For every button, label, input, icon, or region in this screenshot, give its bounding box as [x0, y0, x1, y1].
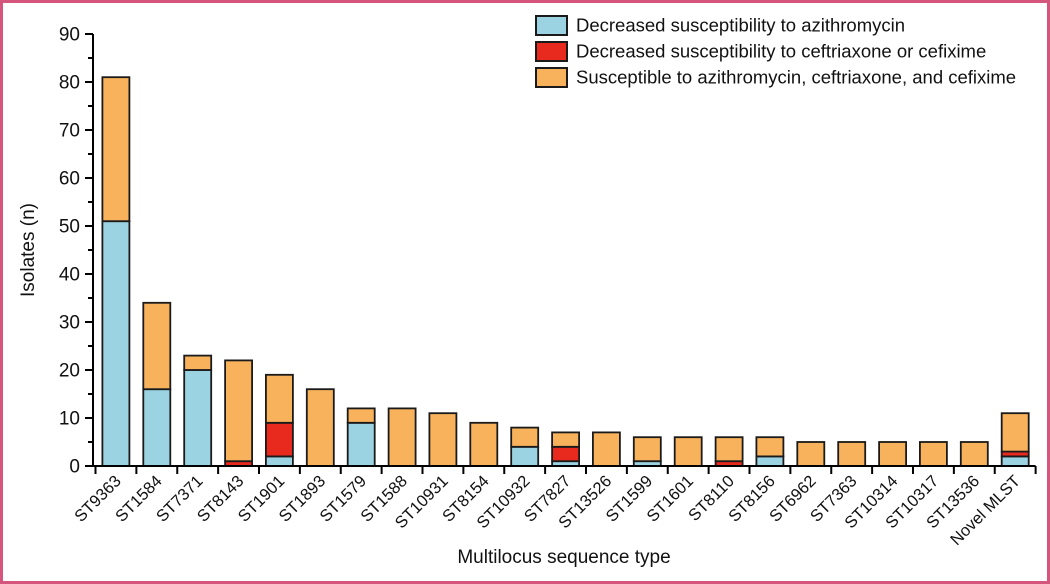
bar-segment-ST10932-s2	[510, 426, 540, 448]
y-axis-title: Isolates (n)	[18, 203, 39, 297]
bar-segment-ST1893-s2	[305, 388, 335, 467]
bar-segment-Novel MLST-s0	[1000, 455, 1030, 467]
legend-label-2: Susceptible to azithromycin, ceftriaxone…	[576, 67, 1016, 88]
bar-segment-ST9363-s2	[101, 76, 131, 223]
bar-segment-ST8156-s2	[755, 436, 785, 458]
legend-swatch-0	[535, 15, 568, 36]
bar-segment-ST8156-s0	[755, 455, 785, 467]
bar-segment-ST1901-s2	[264, 373, 294, 424]
x-tick-label: ST1601	[643, 472, 697, 526]
bar-segment-ST8154-s2	[469, 421, 499, 467]
bar-segment-ST1588-s2	[387, 407, 417, 467]
bar-segment-ST7371-s0	[183, 369, 213, 467]
bar-segment-ST10931-s2	[428, 412, 458, 467]
y-tick-label: 30	[59, 313, 80, 334]
bar-segment-ST9363-s0	[101, 220, 131, 467]
y-tick-label: 50	[59, 217, 80, 238]
bar-segment-ST10932-s0	[510, 445, 540, 467]
bar-segment-ST7827-s2	[551, 431, 580, 448]
y-tick-label: 10	[59, 409, 80, 430]
bar-segment-ST13536-s2	[959, 441, 989, 467]
bar-segment-Novel MLST-s2	[1000, 412, 1030, 453]
y-tick-label: 20	[59, 361, 80, 382]
y-tick-label: 90	[59, 25, 80, 46]
bar-segment-ST1584-s2	[142, 301, 172, 391]
bar-segment-ST8143-s2	[224, 359, 254, 463]
bar-segment-ST1901-s0	[264, 455, 294, 467]
bar-segment-ST1901-s1	[264, 421, 294, 458]
bar-segment-ST1579-s2	[346, 407, 376, 424]
legend-swatch-1	[535, 41, 568, 62]
y-tick-label: 70	[59, 121, 80, 142]
y-tick-label: 40	[59, 265, 80, 286]
bar-segment-ST7371-s2	[183, 354, 213, 371]
y-tick-label: 60	[59, 169, 80, 190]
legend-swatch-2	[535, 67, 568, 88]
bar-segment-ST1584-s0	[142, 388, 172, 467]
bar-segment-ST6962-s2	[796, 441, 826, 467]
bar-segment-ST10314-s2	[878, 441, 907, 467]
y-tick-label: 0	[69, 457, 80, 478]
bar-segment-ST10317-s2	[919, 441, 948, 467]
legend-label-0: Decreased susceptibility to azithromycin	[576, 15, 905, 36]
y-tick-label: 80	[59, 73, 80, 94]
bar-segment-ST7827-s1	[551, 445, 580, 463]
bar-segment-ST1579-s0	[346, 421, 376, 467]
bar-segment-ST1601-s2	[673, 436, 703, 467]
bar-segment-ST8110-s2	[714, 436, 744, 463]
bar-segment-ST13526-s2	[592, 431, 621, 467]
bar-segment-ST7363-s2	[837, 441, 867, 467]
stacked-bar-chart: Isolates (n) Multilocus sequence type 0 1…	[18, 15, 1037, 568]
legend-label-1: Decreased susceptibility to ceftriaxone …	[576, 41, 986, 62]
x-axis-title: Multilocus sequence type	[457, 547, 670, 568]
bar-segment-ST1599-s2	[632, 436, 662, 463]
